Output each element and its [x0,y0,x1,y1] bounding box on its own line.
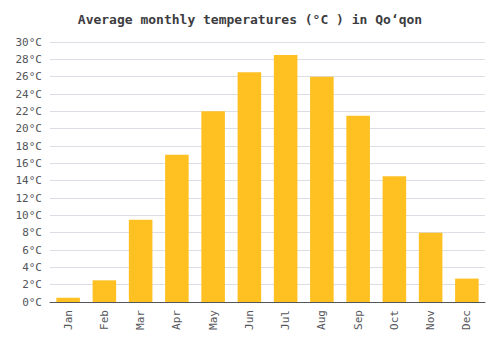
svg-text:10°C: 10°C [16,209,43,222]
svg-text:Dec: Dec [460,310,473,330]
svg-text:0°C: 0°C [22,296,42,309]
svg-text:May: May [207,310,220,330]
svg-text:Nov: Nov [424,310,437,330]
svg-text:4°C: 4°C [22,261,42,274]
svg-text:Jun: Jun [243,310,256,330]
svg-text:30°C: 30°C [16,36,43,49]
svg-text:Oct: Oct [388,310,401,330]
svg-text:28°C: 28°C [16,53,43,66]
svg-text:14°C: 14°C [16,174,43,187]
svg-text:Aug: Aug [315,310,328,330]
svg-text:2°C: 2°C [22,278,42,291]
svg-text:16°C: 16°C [16,157,43,170]
svg-text:12°C: 12°C [16,192,43,205]
svg-text:Mar: Mar [134,310,147,330]
svg-text:Average monthly temperatures (: Average monthly temperatures (°C ) in Qo… [78,12,422,27]
svg-text:Feb: Feb [98,310,111,330]
svg-text:Jul: Jul [279,310,292,330]
svg-text:24°C: 24°C [16,88,43,101]
svg-text:8°C: 8°C [22,226,42,239]
svg-text:20°C: 20°C [16,122,43,135]
svg-text:18°C: 18°C [16,140,43,153]
svg-text:Apr: Apr [170,310,183,330]
svg-text:22°C: 22°C [16,105,43,118]
svg-text:Sep: Sep [352,310,365,330]
svg-text:26°C: 26°C [16,70,43,83]
svg-text:6°C: 6°C [22,244,42,257]
svg-text:Jan: Jan [62,310,75,330]
